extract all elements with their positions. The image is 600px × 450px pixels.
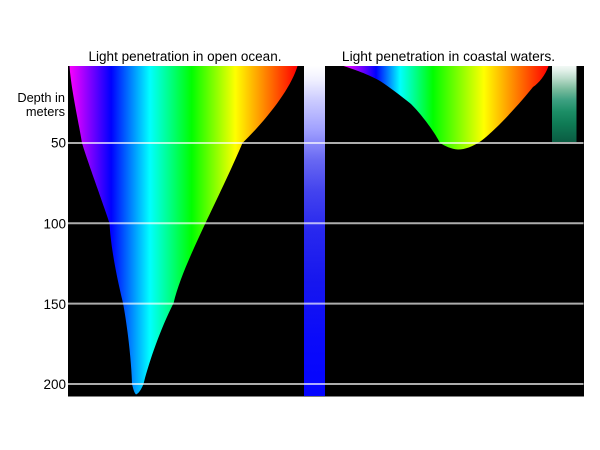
svg-text:100: 100 xyxy=(43,217,66,232)
svg-text:150: 150 xyxy=(43,297,66,312)
svg-text:Light penetration in open ocea: Light penetration in open ocean. xyxy=(89,49,282,64)
svg-text:200: 200 xyxy=(43,377,66,392)
svg-text:50: 50 xyxy=(51,136,66,151)
svg-text:meters: meters xyxy=(26,104,65,119)
svg-text:Depth in: Depth in xyxy=(17,90,65,105)
svg-text:Light penetration in coastal w: Light penetration in coastal waters. xyxy=(342,49,555,64)
